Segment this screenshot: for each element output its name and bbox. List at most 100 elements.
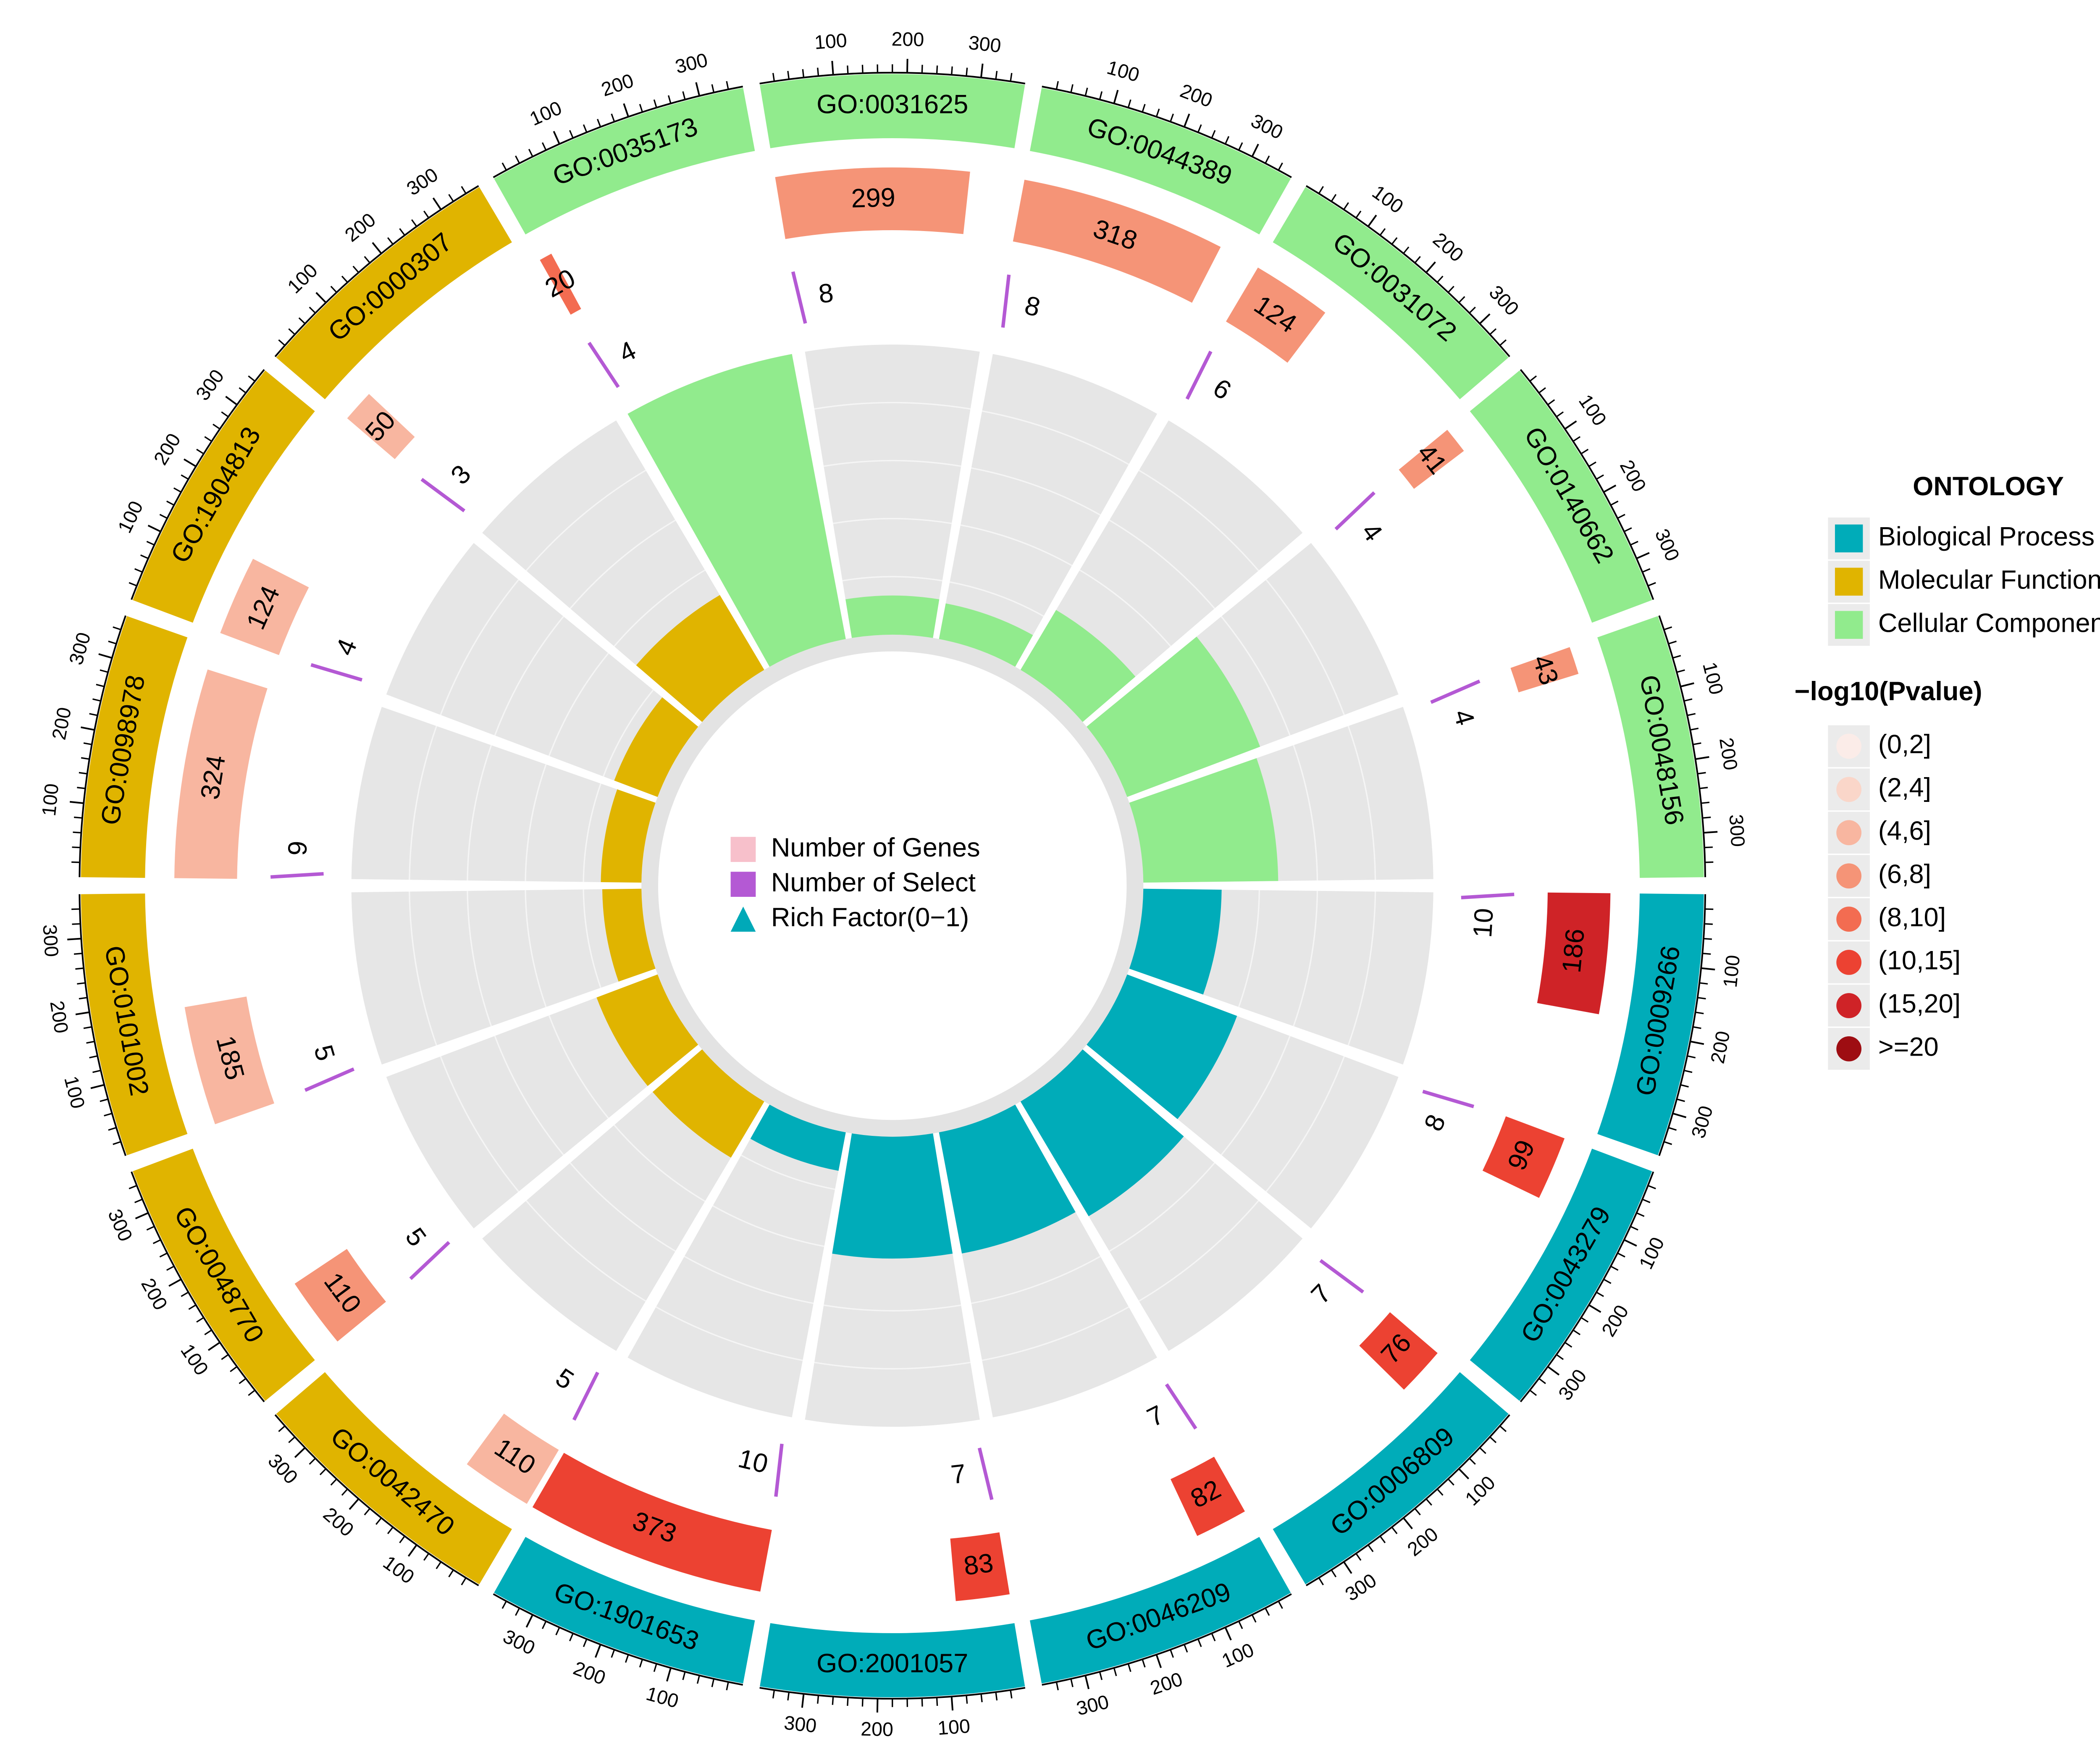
grid-line [602, 689, 654, 777]
minor-tick [541, 1621, 547, 1629]
grid-line [440, 1056, 520, 1192]
minor-tick [1642, 568, 1651, 573]
select-mark [1422, 1090, 1475, 1109]
minor-tick [1556, 411, 1564, 418]
rich-factor-bar [596, 974, 698, 1086]
gene-bar [1226, 267, 1326, 363]
ontology-sector [81, 893, 188, 1156]
grid-line [1221, 616, 1291, 736]
rich-factor-bar [1087, 636, 1260, 797]
minor-tick [711, 1679, 715, 1687]
minor-tick [204, 436, 212, 442]
tick-mark [135, 1212, 149, 1219]
tick-mark [75, 1011, 90, 1015]
ontology-sector [1030, 1537, 1291, 1684]
legend-key [1836, 820, 1862, 846]
minor-tick [1596, 1291, 1604, 1297]
axis-line [1520, 1171, 1654, 1403]
minor-tick [1603, 1279, 1612, 1284]
minor-tick [1113, 1668, 1117, 1676]
tick-mark [1588, 1304, 1601, 1313]
rich-factor-bar [939, 603, 1033, 667]
minor-tick [146, 1226, 155, 1231]
grid-line [440, 579, 520, 715]
gene-bar [1399, 430, 1464, 489]
tick-mark [407, 1544, 417, 1557]
minor-tick [364, 1508, 370, 1516]
minor-tick [1197, 1639, 1202, 1647]
minor-tick [772, 1690, 775, 1699]
minor-tick [832, 1696, 834, 1705]
select-mark [791, 271, 807, 324]
rich-factor-bar [1129, 758, 1278, 883]
minor-tick [330, 1478, 337, 1486]
gene-bar [1510, 647, 1579, 693]
grid-line [467, 745, 492, 881]
minor-tick [1636, 1212, 1645, 1217]
minor-tick [1588, 461, 1596, 467]
minor-tick [364, 256, 370, 263]
minor-tick [173, 487, 181, 493]
minor-tick [1368, 1544, 1374, 1552]
tick-mark [695, 82, 701, 96]
inner-ring [641, 634, 1144, 1137]
minor-tick [1379, 1535, 1386, 1543]
minor-tick [75, 967, 84, 970]
minor-tick [1265, 155, 1270, 164]
select-mark [774, 1443, 784, 1497]
legend-label: Number of Genes [771, 833, 980, 862]
minor-tick [146, 541, 155, 546]
minor-tick [83, 742, 92, 746]
minor-tick [966, 68, 968, 76]
minor-tick [1668, 1127, 1677, 1131]
minor-tick [861, 65, 864, 74]
minor-tick [1690, 728, 1699, 731]
minor-tick [1436, 1488, 1444, 1496]
grid-line [583, 889, 601, 988]
minor-tick [298, 317, 306, 324]
tick-label: 300 [1725, 814, 1749, 848]
minor-tick [1251, 1614, 1257, 1623]
minor-tick [1610, 1265, 1619, 1271]
gene-label: 83 [962, 1548, 995, 1581]
select-mark [1319, 1259, 1365, 1294]
grid-line [1265, 579, 1345, 715]
gene-label: 299 [851, 183, 896, 213]
minor-tick [1684, 698, 1693, 702]
tick-mark [1624, 1239, 1637, 1247]
ontology-sector [133, 370, 315, 623]
legend-key [1835, 568, 1863, 596]
rich-factor-bar [601, 789, 656, 883]
tick-label: 100 [1719, 954, 1744, 988]
minor-tick [387, 237, 394, 245]
minor-tick [1055, 81, 1059, 90]
minor-tick [1197, 124, 1202, 133]
tick-mark [1155, 1654, 1162, 1668]
grid-line [494, 616, 564, 736]
tick-mark [1564, 420, 1577, 430]
legend-key [1836, 863, 1862, 889]
tick-mark [67, 938, 81, 941]
minor-tick [1414, 1508, 1421, 1516]
select-mark [977, 1448, 994, 1500]
axis-line [759, 1687, 1026, 1700]
grid-line [971, 467, 1101, 516]
legend-label: Number of Select [771, 868, 976, 897]
legend-key [1836, 733, 1862, 759]
legend-key [730, 872, 756, 897]
tick-label: 200 [861, 1718, 893, 1740]
minor-tick [159, 514, 168, 519]
tick-mark [1603, 484, 1617, 493]
minor-tick [980, 1694, 983, 1703]
minor-tick [1343, 202, 1349, 210]
minor-tick [1676, 669, 1685, 673]
ontology-sector [1470, 1148, 1652, 1401]
tick-label: 100 [38, 783, 63, 817]
minor-tick [1648, 1185, 1656, 1190]
select-mark [1430, 679, 1480, 704]
ontology-sector [81, 616, 188, 878]
minor-tick [1379, 228, 1386, 236]
tick-mark [294, 1447, 306, 1458]
tick-label: 300 [967, 32, 1002, 57]
minor-tick [1010, 1690, 1013, 1699]
